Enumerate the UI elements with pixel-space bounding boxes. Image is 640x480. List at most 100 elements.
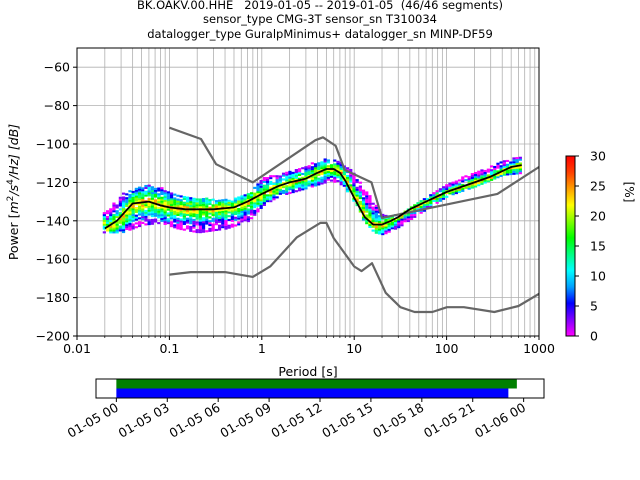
density-cell xyxy=(211,204,215,207)
density-cell xyxy=(505,165,510,168)
density-cell xyxy=(358,189,362,192)
density-cell xyxy=(185,198,190,201)
density-cell xyxy=(368,223,372,227)
density-cell xyxy=(134,197,138,200)
density-cell xyxy=(115,214,119,217)
density-cell xyxy=(301,172,305,176)
density-cell xyxy=(144,217,148,220)
density-cell xyxy=(265,198,270,201)
density-cell xyxy=(377,226,382,229)
time-tick-label: 01-05 15 xyxy=(319,400,375,441)
density-cell xyxy=(125,199,129,202)
density-cell xyxy=(198,209,202,213)
density-cell xyxy=(313,170,318,174)
density-cell xyxy=(144,206,148,209)
density-cell xyxy=(265,178,270,182)
density-cell xyxy=(125,220,129,223)
density-cell xyxy=(371,212,375,215)
density-cell xyxy=(128,218,132,222)
density-cell xyxy=(121,215,126,218)
density-cell xyxy=(339,171,343,174)
density-cell xyxy=(374,225,378,229)
density-cell xyxy=(432,199,436,202)
density-cell xyxy=(253,209,257,212)
density-cell xyxy=(454,190,458,193)
density-cell xyxy=(326,165,330,168)
density-cell xyxy=(355,179,359,182)
density-cell xyxy=(317,164,321,167)
density-cell xyxy=(358,187,362,190)
density-cell xyxy=(179,222,183,225)
density-cell xyxy=(477,172,481,175)
density-cell xyxy=(496,166,500,169)
density-cell xyxy=(160,187,164,190)
density-cell xyxy=(173,226,177,229)
density-cell xyxy=(301,182,305,185)
density-cell xyxy=(176,204,180,207)
density-cell xyxy=(512,168,516,171)
density-cell xyxy=(365,214,369,217)
density-cell xyxy=(166,200,170,204)
density-cell xyxy=(169,192,174,195)
colorbar-tick-label: 10 xyxy=(590,269,606,284)
density-cell xyxy=(390,223,394,226)
density-cell xyxy=(265,188,270,191)
density-cell xyxy=(224,202,228,205)
density-cell xyxy=(150,195,154,198)
density-cell xyxy=(221,212,225,215)
density-cell xyxy=(377,217,382,220)
density-cell xyxy=(262,180,266,183)
density-cell xyxy=(201,205,206,208)
density-cell xyxy=(105,221,110,224)
density-cell xyxy=(150,215,154,218)
density-cell xyxy=(192,218,196,221)
density-cell xyxy=(377,224,382,227)
density-cell xyxy=(285,187,289,190)
density-cell xyxy=(166,202,170,205)
density-cell xyxy=(144,213,148,216)
density-cell xyxy=(288,172,292,175)
density-cell xyxy=(137,209,142,212)
density-cell xyxy=(147,194,151,197)
density-cell xyxy=(125,225,129,229)
density-cell xyxy=(131,223,135,226)
density-cell xyxy=(352,174,356,177)
density-cell xyxy=(233,209,238,212)
density-cell xyxy=(473,179,478,182)
density-cell xyxy=(365,210,369,213)
density-cell xyxy=(317,183,321,186)
density-cell xyxy=(189,225,193,229)
density-cell xyxy=(275,192,279,195)
density-cell xyxy=(230,219,234,222)
density-cell xyxy=(147,190,151,193)
density-cell xyxy=(246,218,250,221)
density-cell xyxy=(448,184,452,187)
density-cell xyxy=(150,213,154,216)
density-cell xyxy=(336,168,340,171)
density-cell xyxy=(326,161,330,164)
density-cell xyxy=(166,195,170,198)
density-cell xyxy=(249,194,254,197)
density-cell xyxy=(150,188,154,191)
mean-psd-line xyxy=(104,164,522,230)
density-cell xyxy=(233,207,238,210)
density-cell xyxy=(349,184,353,187)
density-cell xyxy=(141,212,145,215)
density-cell xyxy=(221,203,225,206)
density-cell xyxy=(493,171,497,174)
density-cell xyxy=(112,206,116,209)
density-cell xyxy=(211,227,215,230)
density-cell xyxy=(233,203,238,206)
density-cell xyxy=(147,211,151,214)
density-cell xyxy=(259,199,263,202)
density-cell xyxy=(515,160,519,163)
density-cell xyxy=(141,218,145,221)
density-cell xyxy=(195,221,199,224)
density-cell xyxy=(160,189,164,192)
density-cell xyxy=(259,203,263,206)
density-cell xyxy=(457,183,462,186)
density-cell xyxy=(169,215,174,218)
density-cell xyxy=(208,202,212,206)
density-cell xyxy=(192,209,196,212)
density-cell xyxy=(441,186,446,189)
